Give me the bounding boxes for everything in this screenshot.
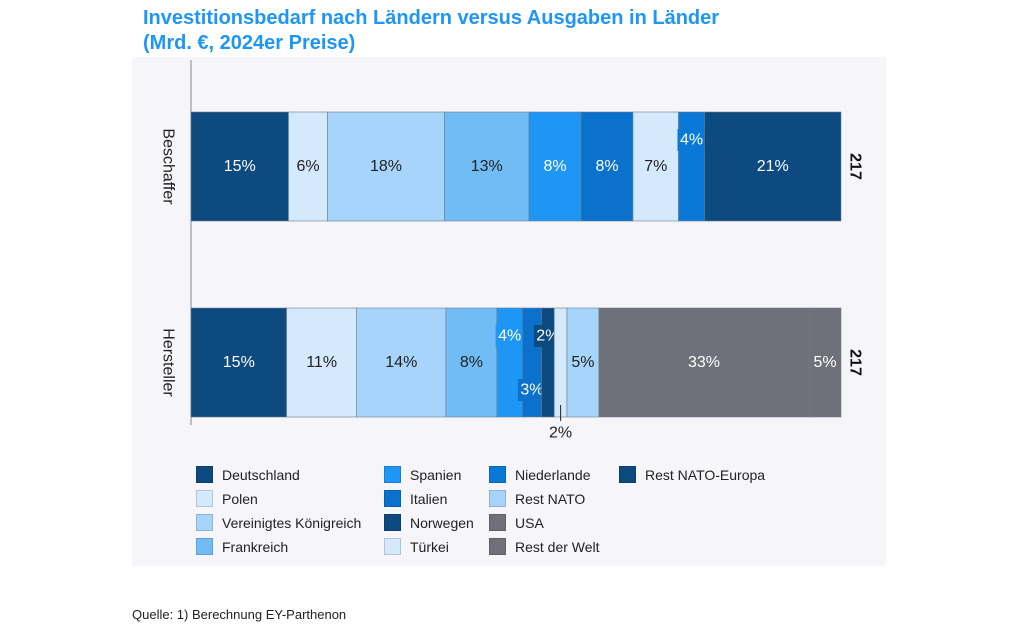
data-label: 3% [520,382,543,399]
legend-item: Vereinigtes Königreich [196,514,361,531]
data-label: 11% [306,354,337,371]
legend-label: Rest NATO-Europa [645,466,766,483]
bar-segment-deutschland [190,307,287,418]
bar-segment-norwegen [541,307,555,418]
source-note: Quelle: 1) Berechnung EY-Parthenon [132,607,347,622]
legend-swatch [384,514,401,531]
data-label: 21% [757,158,789,175]
legend-swatch [384,490,401,507]
legend-swatch [619,466,636,483]
data-label: 8% [543,158,566,175]
bar-segment-frankreich [444,111,530,222]
bar-segment-türkei [632,111,679,222]
legend-swatch [196,514,213,531]
legend-item: Rest der Welt [489,538,600,555]
category-label: Hersteller [160,328,177,397]
legend-item: USA [489,514,544,531]
bar-segment-deutschland [190,111,289,222]
bar-segment-polen [286,307,357,418]
legend-item: Polen [196,490,258,507]
legend-item: Niederlande [489,466,591,483]
data-label: 14% [385,354,417,371]
category-label: Beschaffer [160,128,177,205]
bar-segment-italien [580,111,634,222]
bar-segment-spanien [528,111,582,222]
title-line-2: (Mrd. €, 2024er Preise) [143,32,356,54]
data-label-background [517,379,546,401]
legend-swatch [384,538,401,555]
bar-segment-rest-nato [566,307,600,418]
legend-label: Rest NATO [515,490,586,507]
legend-label: Niederlande [515,466,591,483]
legend-label: Spanien [410,466,462,483]
data-label-background [495,325,524,347]
data-label: 5% [814,354,837,371]
legend-item: Frankreich [196,538,288,555]
chart-title: Investitionsbedarf nach Ländern versus A… [143,6,719,56]
total-label: 217 [847,153,864,180]
data-label: 2% [549,425,572,442]
bar-segment-vereinigtes-königreich [356,307,447,418]
legend-item: Deutschland [196,466,300,483]
legend-label: Frankreich [222,538,289,555]
legend-swatch [196,490,213,507]
legend-swatch [489,490,506,507]
legend-item: Rest NATO [489,490,585,507]
bar-segment-rest-der-welt [808,307,842,418]
data-label: 5% [571,354,594,371]
legend-label: Vereinigtes Königreich [222,514,362,531]
data-label: 6% [296,158,319,175]
bar-segment-vereinigtes-königreich [327,111,445,222]
data-label: 15% [224,158,256,175]
legend-item: Norwegen [384,514,474,531]
data-label: 4% [498,328,521,345]
legend-label: USA [515,514,544,531]
data-label: 4% [680,132,703,149]
data-label: 8% [595,158,618,175]
data-label: 2% [536,328,559,345]
legend-label: Polen [222,490,258,507]
total-label: 217 [847,349,864,376]
bar-segment-türkei [553,307,568,418]
data-label: 13% [471,158,503,175]
legend-item: Rest NATO-Europa [619,466,765,483]
legend-swatch [489,538,506,555]
data-label: 18% [370,158,402,175]
legend-label: Rest der Welt [515,538,600,555]
data-label: 15% [223,354,255,371]
bar-segment-niederlande [678,111,705,222]
legend-swatch [489,514,506,531]
bar-segment-usa [598,307,810,418]
bar-segment-rest-nato-europa [704,111,842,222]
legend-label: Türkei [410,538,449,555]
title-line-1: Investitionsbedarf nach Ländern versus A… [143,7,720,29]
data-label: 7% [644,158,667,175]
legend-swatch [196,538,213,555]
legend-label: Italien [410,490,448,507]
legend-label: Deutschland [222,466,300,483]
legend-item: Spanien [384,466,461,483]
legend-label: Norwegen [410,514,474,531]
legend-swatch [489,466,506,483]
bar-segment-polen [288,111,328,222]
legend-swatch [196,466,213,483]
data-label-background [677,129,706,151]
data-label: 8% [460,354,483,371]
legend-swatch [384,466,401,483]
data-label: 33% [688,354,720,371]
legend-item: Italien [384,490,447,507]
legend-item: Türkei [384,538,449,555]
